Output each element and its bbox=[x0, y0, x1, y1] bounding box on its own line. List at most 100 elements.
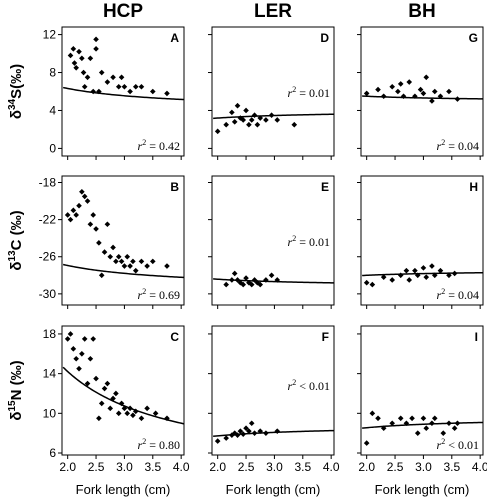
panel-letter: B bbox=[170, 180, 179, 194]
y-tick-label: 10 bbox=[43, 406, 57, 420]
data-point bbox=[115, 410, 122, 417]
panel-D: Dr2 = 0.01 bbox=[208, 26, 335, 160]
y-tick-label: 0 bbox=[49, 141, 56, 155]
data-point bbox=[248, 117, 255, 123]
panel-letter: C bbox=[170, 330, 179, 344]
data-point bbox=[79, 350, 85, 357]
data-point bbox=[237, 115, 244, 121]
data-point bbox=[437, 267, 444, 274]
data-point bbox=[214, 438, 221, 444]
y-tick-label: 12 bbox=[43, 28, 57, 42]
data-point bbox=[127, 263, 133, 269]
panel-letter: F bbox=[322, 330, 329, 344]
data-point bbox=[84, 380, 91, 387]
fit-curve bbox=[62, 263, 185, 279]
data-point bbox=[403, 267, 410, 274]
data-point bbox=[451, 425, 458, 432]
x-tick-label: 3.0 bbox=[116, 460, 133, 474]
data-point bbox=[121, 83, 128, 90]
data-point bbox=[121, 263, 128, 269]
data-point bbox=[400, 93, 407, 100]
data-point bbox=[243, 425, 249, 432]
panel-frame bbox=[360, 26, 484, 157]
data-point bbox=[110, 74, 116, 81]
data-point bbox=[406, 277, 413, 283]
data-point bbox=[107, 253, 114, 260]
data-point bbox=[263, 117, 269, 123]
y-axis-label-row-3: δ15N (‰) bbox=[7, 360, 25, 420]
data-point bbox=[231, 119, 238, 125]
data-point bbox=[246, 428, 252, 434]
fit-curve bbox=[362, 271, 484, 277]
data-point bbox=[87, 55, 94, 62]
data-point bbox=[90, 88, 97, 95]
data-point bbox=[79, 55, 85, 62]
data-point bbox=[71, 60, 78, 66]
data-point bbox=[397, 272, 404, 279]
data-point bbox=[454, 96, 461, 102]
data-point bbox=[138, 83, 145, 90]
panel-frame bbox=[61, 175, 185, 306]
data-point bbox=[132, 83, 139, 90]
data-point bbox=[231, 270, 238, 277]
data-point bbox=[229, 432, 235, 438]
x-tick-label: 4.0 bbox=[173, 460, 190, 474]
data-point bbox=[229, 277, 235, 283]
y-axis-label-row-1: δ34S(‰) bbox=[7, 64, 25, 119]
data-point bbox=[363, 90, 370, 97]
r-squared-label: r2 = 0.80 bbox=[138, 437, 180, 452]
data-point bbox=[80, 69, 87, 76]
data-point bbox=[98, 400, 105, 407]
data-point bbox=[257, 281, 264, 288]
data-point bbox=[132, 408, 139, 415]
data-point bbox=[403, 420, 410, 427]
data-point bbox=[70, 346, 77, 352]
data-point bbox=[412, 267, 418, 274]
panel-frame bbox=[61, 26, 185, 157]
column-title-hcp: HCP bbox=[103, 1, 143, 22]
data-point bbox=[369, 410, 376, 417]
data-point bbox=[257, 428, 264, 434]
data-point bbox=[451, 270, 458, 277]
data-point bbox=[67, 216, 74, 223]
x-tick-label: 3.0 bbox=[266, 460, 283, 474]
data-point bbox=[93, 375, 99, 382]
data-point bbox=[101, 249, 108, 255]
data-point bbox=[234, 102, 241, 109]
data-point bbox=[237, 428, 244, 434]
data-point bbox=[429, 420, 435, 427]
data-point bbox=[240, 281, 247, 288]
data-point bbox=[81, 193, 88, 200]
data-point bbox=[81, 336, 88, 342]
r-squared-label: r2 = 0.01 bbox=[288, 85, 330, 100]
r-squared-label: r2 = 0.69 bbox=[138, 287, 180, 302]
data-point bbox=[87, 221, 94, 228]
data-point bbox=[412, 93, 418, 100]
data-point bbox=[96, 415, 102, 422]
data-point bbox=[67, 331, 74, 337]
y-tick-label: 6 bbox=[49, 446, 56, 460]
panel-letter: A bbox=[170, 31, 179, 45]
data-point bbox=[423, 274, 430, 280]
data-point bbox=[446, 272, 452, 279]
data-point bbox=[124, 410, 131, 417]
r-squared-label: r2 < 0.01 bbox=[437, 437, 479, 452]
data-point bbox=[440, 430, 447, 436]
data-point bbox=[110, 244, 116, 251]
y-tick-label: -26 bbox=[39, 250, 57, 264]
data-point bbox=[87, 355, 94, 362]
data-point bbox=[149, 258, 156, 265]
data-point bbox=[375, 415, 381, 422]
r-squared-label: r2 = 0.04 bbox=[437, 138, 479, 153]
data-point bbox=[152, 410, 159, 417]
data-point bbox=[110, 395, 116, 402]
data-point bbox=[130, 412, 136, 419]
panel-G: Gr2 = 0.04 bbox=[357, 26, 484, 160]
data-point bbox=[251, 430, 258, 436]
column-title-bh: BH bbox=[408, 1, 435, 22]
data-point bbox=[127, 88, 133, 95]
data-point bbox=[397, 81, 404, 87]
data-point bbox=[431, 415, 438, 422]
data-point bbox=[248, 420, 255, 427]
panel-F: 2.0 2.5 3.0 3.5 4.0 Fr2 < 0.01 bbox=[208, 325, 340, 474]
